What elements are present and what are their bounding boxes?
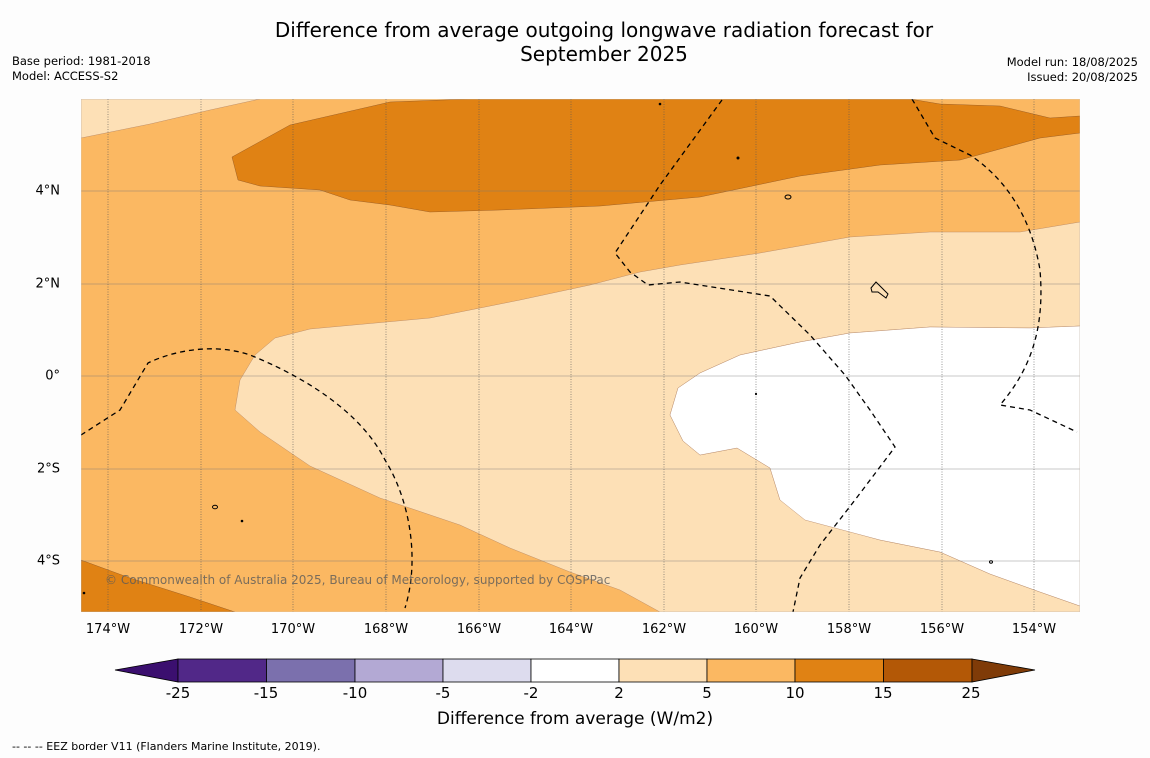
colorbar-bin-6 bbox=[618, 658, 708, 683]
lon-label-172w: 172°W bbox=[178, 622, 224, 637]
lat-label-2n: 2°N bbox=[35, 276, 61, 292]
lon-label-170w: 170°W bbox=[270, 622, 316, 637]
lon-label-158w: 158°W bbox=[826, 622, 872, 637]
island-small-3 bbox=[736, 156, 740, 160]
map bbox=[81, 99, 1080, 612]
colorbar-tick: 5 bbox=[702, 684, 712, 702]
island-jarvis bbox=[784, 194, 792, 200]
lon-label-164w: 164°W bbox=[548, 622, 594, 637]
graticule bbox=[107, 99, 1035, 612]
title-line-1: Difference from average outgoing longwav… bbox=[274, 18, 934, 42]
colorbar-bin-4 bbox=[442, 658, 532, 683]
colorbar-tick: -10 bbox=[342, 684, 368, 702]
colorbar-bin-7 bbox=[706, 658, 796, 683]
region-10-15-top bbox=[231, 99, 1080, 213]
colorbar-bin-3 bbox=[354, 658, 444, 683]
island-small-5 bbox=[989, 560, 993, 564]
island-small-4 bbox=[754, 392, 758, 396]
lon-label-162w: 162°W bbox=[641, 622, 687, 637]
title-line-2: September 2025 bbox=[520, 42, 688, 66]
colorbar-tick: 15 bbox=[873, 684, 893, 702]
island-small-6 bbox=[82, 591, 86, 595]
run-info: Model run: 18/08/2025 Issued: 20/08/2025 bbox=[1007, 55, 1138, 85]
colorbar-extend-high bbox=[971, 658, 1036, 683]
lon-label-166w: 166°W bbox=[456, 622, 502, 637]
colorbar-title: Difference from average (W/m2) bbox=[436, 709, 714, 729]
region-neutral bbox=[669, 325, 1080, 607]
lon-label-154w: 154°W bbox=[1011, 622, 1057, 637]
colorbar-bin-8 bbox=[794, 658, 884, 683]
colorbar-bin-1 bbox=[177, 658, 267, 683]
chart-title: Difference from average outgoing longwav… bbox=[200, 18, 1008, 66]
region-10-15-bottom-left bbox=[81, 559, 236, 612]
colorbar-tick: -5 bbox=[435, 684, 451, 702]
colorbar-tick: -25 bbox=[165, 684, 191, 702]
model-run: Model run: 18/08/2025 bbox=[1006, 55, 1138, 69]
colorbar-tick: -2 bbox=[523, 684, 539, 702]
lon-label-160w: 160°W bbox=[733, 622, 779, 637]
colorbar-bin-9 bbox=[883, 658, 973, 683]
eez-legend-note: -- -- -- EEZ border V11 (Flanders Marine… bbox=[12, 740, 321, 753]
region-2-5-top-left bbox=[81, 99, 261, 139]
lat-label-4s: 4°S bbox=[36, 553, 60, 569]
island-small-2 bbox=[658, 102, 662, 106]
colorbar-tick: 2 bbox=[614, 684, 624, 702]
islands bbox=[82, 102, 993, 595]
model-name: Model: ACCESS-S2 bbox=[12, 69, 119, 83]
lon-label-174w: 174°W bbox=[85, 622, 131, 637]
base-info: Base period: 1981-2018 Model: ACCESS-S2 bbox=[12, 54, 151, 84]
colorbar-tick: -15 bbox=[253, 684, 279, 702]
island-kiritimati bbox=[870, 281, 889, 299]
lat-label-4n: 4°N bbox=[35, 183, 61, 199]
colorbar-bin-2 bbox=[266, 658, 356, 683]
island-small-1 bbox=[240, 519, 244, 523]
lon-label-156w: 156°W bbox=[919, 622, 965, 637]
colorbar bbox=[114, 658, 1036, 683]
lat-label-0: 0° bbox=[45, 368, 60, 384]
colorbar-bin-5 bbox=[530, 658, 620, 683]
base-period: Base period: 1981-2018 bbox=[12, 54, 151, 68]
copyright-notice: © Commonwealth of Australia 2025, Bureau… bbox=[105, 573, 611, 587]
latitude-lines bbox=[81, 190, 1080, 562]
eez-borders bbox=[81, 99, 1078, 612]
colorbar-tick: 10 bbox=[785, 684, 805, 702]
island-west bbox=[212, 504, 218, 510]
colorbar-extend-low bbox=[114, 658, 179, 683]
issued-date: Issued: 20/08/2025 bbox=[1027, 70, 1138, 84]
lat-label-2s: 2°S bbox=[36, 461, 60, 477]
colorbar-tick: 25 bbox=[961, 684, 981, 702]
lon-label-168w: 168°W bbox=[363, 622, 409, 637]
